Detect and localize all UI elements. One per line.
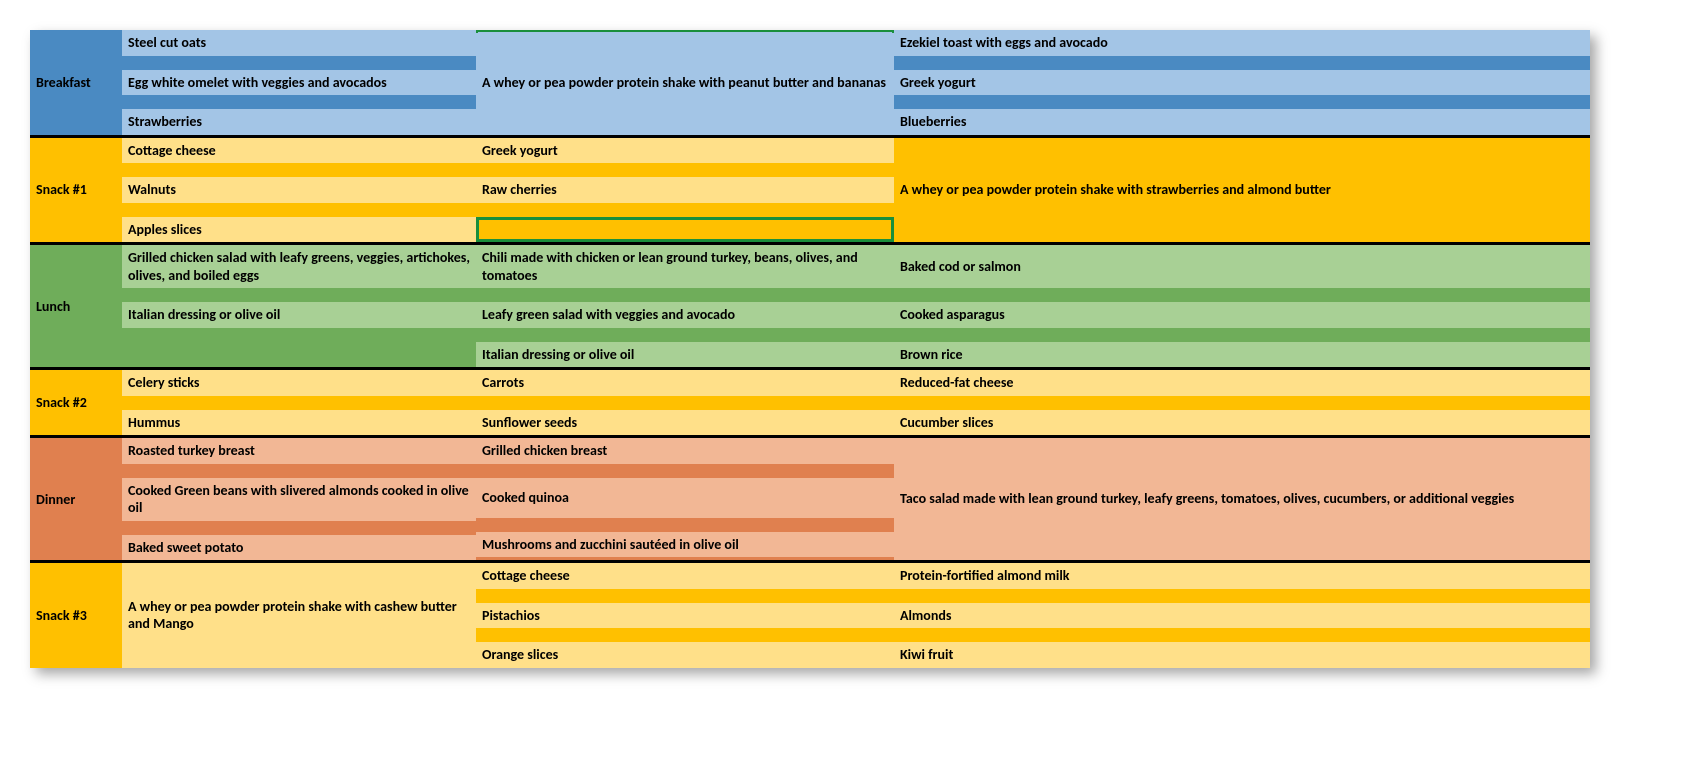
table-cell: Steel cut oats: [122, 30, 476, 56]
table-cell: Roasted turkey breast: [122, 438, 476, 464]
table-cell: Italian dressing or olive oil: [476, 342, 894, 368]
table-cell: Cooked quinoa: [476, 478, 894, 518]
table-cell: Chili made with chicken or lean ground t…: [476, 245, 894, 288]
table-cell-merged: A whey or pea powder protein shake with …: [894, 138, 1590, 243]
table-cell: Walnuts: [122, 177, 476, 203]
table-cell: Greek yogurt: [476, 138, 894, 164]
table-cell: Hummus: [122, 410, 476, 436]
table-cell: [476, 217, 894, 235]
table-cell-merged: A whey or pea powder protein shake with …: [122, 563, 476, 668]
section-label: Snack #3: [30, 563, 122, 668]
section-snack1: Snack #1 Cottage cheese Walnuts Apples s…: [30, 138, 1590, 246]
table-cell: Sunflower seeds: [476, 410, 894, 436]
table-cell: Raw cherries: [476, 177, 894, 203]
section-label: Lunch: [30, 245, 122, 367]
table-cell: Mushrooms and zucchini sautéed in olive …: [476, 532, 894, 558]
table-cell: Blueberries: [894, 109, 1590, 135]
table-cell: Grilled chicken breast: [476, 438, 894, 464]
section-label: Dinner: [30, 438, 122, 560]
table-cell: Apples slices: [122, 217, 476, 243]
table-cell: Celery sticks: [122, 370, 476, 396]
table-cell: Kiwi fruit: [894, 642, 1590, 668]
table-cell-merged: Taco salad made with lean ground turkey,…: [894, 438, 1590, 560]
section-label: Snack #1: [30, 138, 122, 243]
table-cell: Cooked Green beans with slivered almonds…: [122, 478, 476, 521]
table-cell-merged: A whey or pea powder protein shake with …: [476, 30, 894, 135]
section-label-text: Snack #1: [36, 181, 87, 198]
section-dinner: Dinner Roasted turkey breast Cooked Gree…: [30, 438, 1590, 563]
table-cell: Baked cod or salmon: [894, 245, 1590, 288]
table-cell: Pistachios: [476, 603, 894, 629]
section-label-text: Dinner: [36, 491, 75, 508]
table-cell: Brown rice: [894, 342, 1590, 368]
table-cell: Cooked asparagus: [894, 302, 1590, 328]
table-cell: Italian dressing or olive oil: [122, 302, 476, 328]
section-label-text: Breakfast: [36, 74, 91, 91]
section-snack2: Snack #2 Celery sticks Carrots Reduced-f…: [30, 370, 1590, 438]
table-cell: Carrots: [476, 370, 894, 396]
section-breakfast: Breakfast Steel cut oats Egg white omele…: [30, 30, 1590, 138]
section-label-text: Snack #2: [36, 394, 87, 411]
section-label: Snack #2: [30, 370, 122, 435]
section-lunch: Lunch Grilled chicken salad with leafy g…: [30, 245, 1590, 370]
table-cell: Baked sweet potato: [122, 535, 476, 561]
table-cell: [122, 342, 476, 368]
section-label-text: Lunch: [36, 298, 70, 315]
table-cell: Strawberries: [122, 109, 476, 135]
table-cell: Reduced-fat cheese: [894, 370, 1590, 396]
table-cell: Almonds: [894, 603, 1590, 629]
table-cell: Cottage cheese: [122, 138, 476, 164]
table-cell: Egg white omelet with veggies and avocad…: [122, 70, 476, 96]
table-cell: Leafy green salad with veggies and avoca…: [476, 302, 894, 328]
table-cell: Ezekiel toast with eggs and avocado: [894, 30, 1590, 56]
table-cell: Cucumber slices: [894, 410, 1590, 436]
table-cell: Greek yogurt: [894, 70, 1590, 96]
table-cell: Protein-fortified almond milk: [894, 563, 1590, 589]
section-snack3: Snack #3 A whey or pea powder protein sh…: [30, 563, 1590, 668]
table-cell: Cottage cheese: [476, 563, 894, 589]
section-label-text: Snack #3: [36, 607, 87, 624]
meal-plan-table: Breakfast Steel cut oats Egg white omele…: [30, 30, 1590, 668]
table-cell: Orange slices: [476, 642, 894, 668]
table-cell: Grilled chicken salad with leafy greens,…: [122, 245, 476, 288]
section-label: Breakfast: [30, 30, 122, 135]
